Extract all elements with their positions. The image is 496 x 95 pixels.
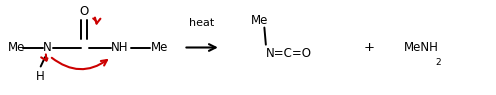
Text: Me: Me [151,41,169,54]
Text: MeNH: MeNH [404,41,439,54]
Text: N=C=O: N=C=O [266,47,312,60]
Text: heat: heat [189,18,214,28]
Text: H: H [36,70,45,82]
Text: Me: Me [7,41,25,54]
Text: O: O [80,5,89,18]
Text: 2: 2 [435,58,441,67]
Text: +: + [364,41,375,54]
Text: Me: Me [250,14,268,27]
Text: NH: NH [111,41,129,54]
Text: N: N [43,41,52,54]
